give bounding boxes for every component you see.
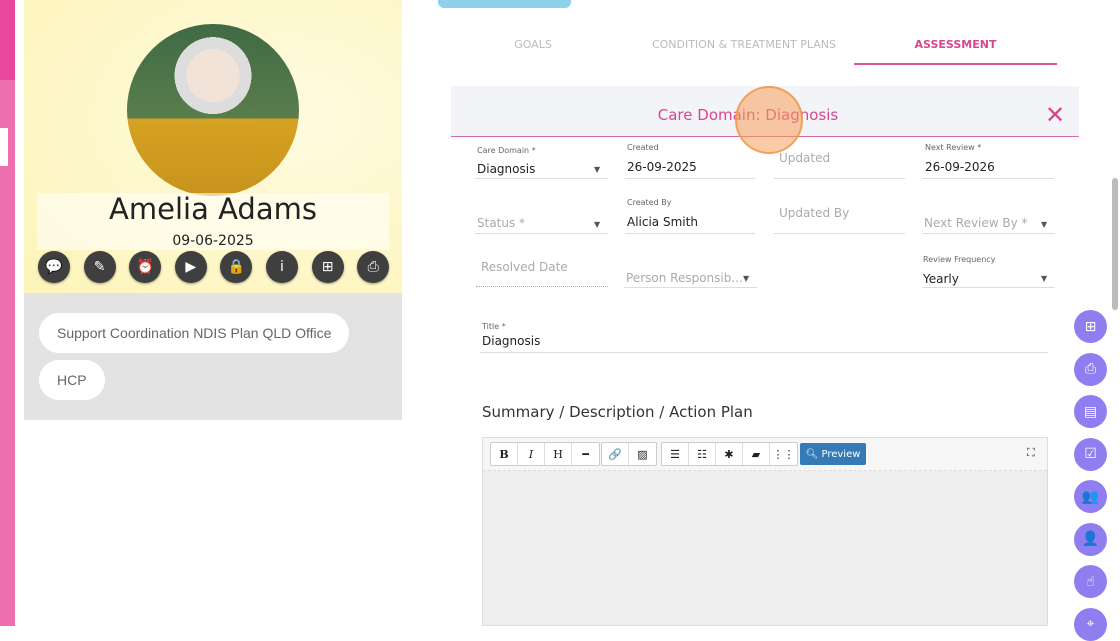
care-domain-select[interactable]: Diagnosis xyxy=(477,162,536,176)
italic-icon[interactable]: I xyxy=(518,443,545,465)
avatar xyxy=(127,24,299,196)
close-icon[interactable]: ✕ xyxy=(1045,101,1066,129)
resolved-date-field[interactable]: Resolved Date xyxy=(481,260,568,274)
group-icon[interactable]: 👥 xyxy=(1074,480,1107,513)
updated-by-field[interactable]: Updated By xyxy=(779,206,850,220)
add-copy-icon[interactable]: ⊞ xyxy=(311,251,344,283)
chevron-down-icon: ▼ xyxy=(1041,274,1048,283)
ordered-list-icon[interactable]: ☷ xyxy=(689,443,716,465)
comment-icon[interactable]: ▰ xyxy=(743,443,770,465)
summary-label: Summary / Description / Action Plan xyxy=(482,403,753,421)
created-label: Created xyxy=(627,143,659,152)
client-date: 09-06-2025 xyxy=(172,233,254,249)
chevron-down-icon: ▼ xyxy=(594,165,601,174)
side-nav xyxy=(0,80,15,626)
client-name: Amelia Adams xyxy=(109,192,317,226)
review-frequency-label: Review Frequency xyxy=(923,255,996,264)
image-icon[interactable]: ▨ xyxy=(637,447,648,461)
side-nav-item[interactable] xyxy=(0,128,8,166)
report-icon[interactable]: ▤ xyxy=(1074,395,1107,428)
link-icon[interactable]: 🔗 xyxy=(602,443,629,465)
active-tab-indicator xyxy=(854,63,1057,65)
add-copy-icon[interactable]: ⊞ xyxy=(1074,310,1107,343)
care-domain-label: Care Domain * xyxy=(477,146,536,155)
tab-goals[interactable]: GOALS xyxy=(514,38,552,51)
updated-field[interactable]: Updated xyxy=(779,151,831,165)
side-nav-top xyxy=(0,0,15,80)
tag-chip[interactable]: HCP xyxy=(39,360,105,400)
alarm-clock-icon[interactable]: ⏰ xyxy=(129,251,162,283)
fullscreen-icon[interactable]: ⛶ xyxy=(1027,446,1035,459)
next-review-label: Next Review * xyxy=(925,143,982,152)
print-icon[interactable]: ⎙ xyxy=(357,251,390,283)
tab-assessment[interactable]: ASSESSMENT xyxy=(914,38,997,51)
created-by-field[interactable]: Alicia Smith xyxy=(627,215,698,229)
person-responsible-select[interactable]: Person Responsib... xyxy=(626,271,743,285)
next-review-by-select[interactable]: Next Review By * xyxy=(924,216,1028,230)
horizontal-rule-icon[interactable]: ━ xyxy=(582,447,589,461)
tab-condition-treatment-plans[interactable]: CONDITION & TREATMENT PLANS xyxy=(651,38,837,51)
asterisk-icon[interactable]: ✱ xyxy=(716,443,743,465)
unordered-list-icon[interactable]: ☰ xyxy=(662,443,689,465)
status-select[interactable]: Status * xyxy=(477,216,526,230)
clipboard-hand-icon[interactable]: ☝ xyxy=(1074,565,1107,598)
bold-icon[interactable]: B xyxy=(491,443,518,465)
next-review-field[interactable]: 26-09-2026 xyxy=(925,160,995,174)
heading-icon[interactable]: H xyxy=(545,443,572,465)
edit-icon[interactable]: ✎ xyxy=(83,251,116,283)
table-icon[interactable]: ⋮⋮ xyxy=(772,447,795,461)
info-icon[interactable]: i xyxy=(266,251,298,283)
chevron-down-icon: ▼ xyxy=(594,220,601,229)
chevron-down-icon: ▼ xyxy=(743,274,750,283)
video-icon[interactable]: ▶ xyxy=(174,251,207,283)
preview-label: Preview xyxy=(821,448,861,460)
title-field[interactable]: Diagnosis xyxy=(482,334,541,348)
title-label: Title * xyxy=(482,322,506,331)
preview-button[interactable]: 🔍︎ Preview xyxy=(800,443,866,465)
top-button[interactable] xyxy=(438,0,571,8)
print-icon[interactable]: ⎙ xyxy=(1074,352,1107,386)
name-backdrop xyxy=(37,193,389,250)
scrollbar[interactable] xyxy=(1112,178,1118,310)
created-by-label: Created By xyxy=(627,198,672,207)
created-field[interactable]: 26-09-2025 xyxy=(627,160,697,174)
lock-refresh-icon[interactable]: 🔒 xyxy=(220,251,253,283)
chevron-down-icon: ▼ xyxy=(1041,220,1048,229)
checklist-icon[interactable]: ☑ xyxy=(1074,437,1107,471)
search-icon: 🔍︎ xyxy=(805,448,819,460)
click-indicator xyxy=(735,86,803,154)
location-icon[interactable]: ⌖ xyxy=(1074,607,1107,641)
add-user-icon[interactable]: 👤 xyxy=(1074,522,1107,556)
review-frequency-select[interactable]: Yearly xyxy=(923,272,959,286)
chat-icon[interactable]: 💬 xyxy=(38,251,70,283)
tag-chip[interactable]: Support Coordination NDIS Plan QLD Offic… xyxy=(39,313,350,353)
